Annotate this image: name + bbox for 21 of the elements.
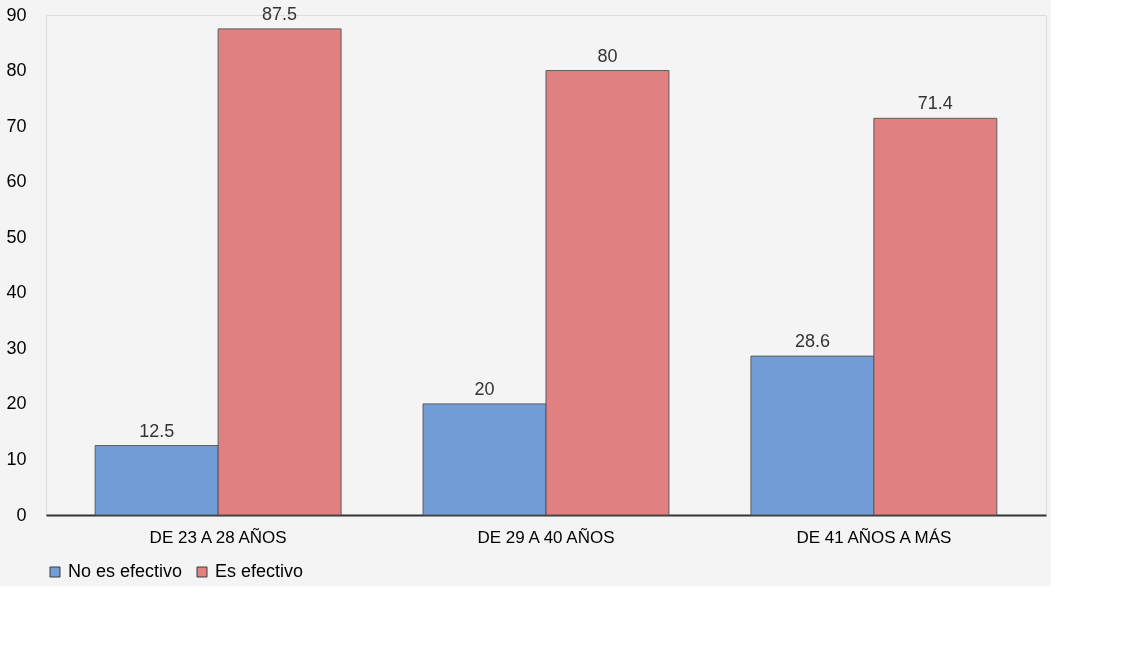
legend-label: No es efectivo [68,561,183,581]
y-tick-label: 80 [6,60,27,81]
data-label: 87.5 [262,3,298,24]
legend-label: Es efectivo [215,561,304,581]
data-label: 80 [597,45,618,66]
y-tick-label: 40 [6,282,27,303]
x-tick-label: DE 41 AÑOS A MÁS [796,527,952,547]
x-tick-label: DE 29 A 40 AÑOS [477,527,615,547]
data-label: 20 [474,378,495,399]
y-tick-label: 90 [6,4,27,25]
x-tick-label: DE 23 A 28 AÑOS [149,527,287,547]
data-label: 71.4 [917,93,953,114]
y-tick-label: 0 [16,504,27,525]
y-tick-label: 70 [6,115,27,136]
data-label: 12.5 [139,420,175,441]
y-tick-label: 60 [6,171,27,192]
y-tick-label: 30 [6,337,27,358]
y-tick-label: 50 [6,226,27,247]
data-label: 28.6 [794,331,830,352]
y-tick-label: 10 [6,448,27,469]
y-tick-label: 20 [6,393,27,414]
